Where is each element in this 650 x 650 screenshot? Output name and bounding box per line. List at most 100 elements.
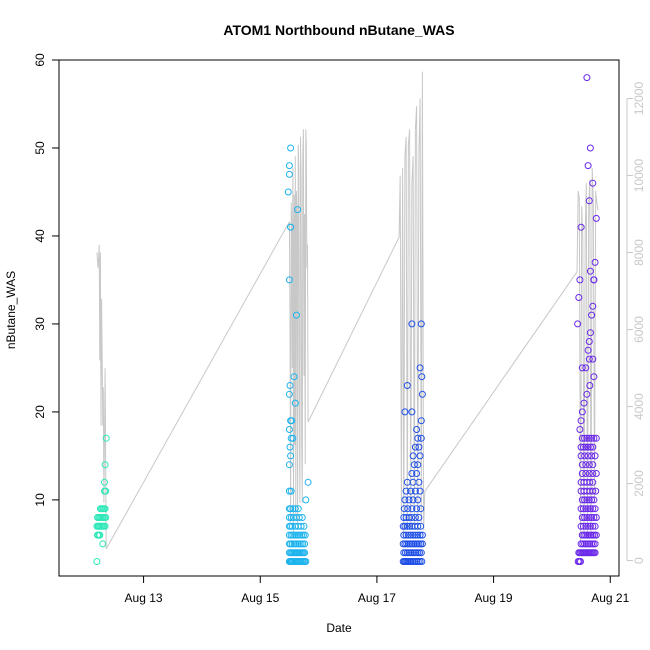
data-point [590, 514, 598, 521]
data-point [583, 514, 591, 521]
data-point [102, 487, 110, 495]
data-point [304, 478, 312, 486]
data-point [574, 320, 582, 328]
points-layer [93, 74, 600, 565]
data-point [584, 346, 592, 354]
data-point [301, 549, 309, 557]
data-point [592, 434, 600, 442]
data-point [408, 320, 416, 328]
data-point [589, 522, 597, 530]
data-point [416, 452, 424, 460]
data-point [582, 522, 590, 530]
data-point [581, 452, 589, 460]
data-point [411, 443, 419, 451]
data-point [96, 531, 104, 539]
data-point [285, 170, 293, 178]
data-point [577, 452, 585, 460]
data-point [582, 364, 590, 372]
data-point [584, 522, 592, 530]
data-point [586, 382, 594, 389]
data-point [287, 487, 295, 495]
data-point [102, 434, 110, 442]
data-point [588, 496, 596, 504]
data-point [415, 478, 423, 486]
x-axis-label: Date [326, 621, 352, 635]
data-point [414, 496, 422, 504]
data-point [586, 329, 594, 337]
data-point [577, 223, 585, 231]
data-point [581, 434, 589, 442]
data-point [589, 179, 597, 187]
data-point [588, 311, 596, 319]
y-axis-right: 0 2000 4000 6000 8000 10000 12000 [626, 81, 646, 564]
data-point [285, 461, 293, 469]
data-point [417, 505, 425, 513]
data-point [289, 505, 297, 513]
data-point [418, 558, 426, 565]
data-point [585, 355, 593, 363]
data-point [294, 505, 302, 513]
data-point [405, 496, 413, 504]
data-point [585, 461, 593, 469]
data-point [285, 426, 293, 433]
data-point [408, 470, 416, 477]
y2-tick-label: 10000 [632, 159, 646, 193]
data-point [285, 390, 293, 398]
data-point [413, 426, 421, 433]
data-point [93, 558, 101, 565]
data-point [585, 514, 593, 521]
data-point [584, 452, 592, 460]
plot-frame [58, 59, 620, 577]
data-point [409, 531, 417, 539]
data-point [285, 162, 293, 170]
data-point [101, 522, 109, 530]
data-point [404, 505, 412, 513]
data-point [579, 522, 587, 530]
data-point [588, 452, 596, 460]
data-point [589, 470, 597, 477]
data-point [417, 434, 425, 442]
data-point [592, 514, 600, 521]
data-point [101, 478, 108, 486]
data-point [582, 470, 590, 477]
y-tick-label: 40 [33, 229, 47, 243]
data-point [578, 364, 586, 372]
data-point [578, 496, 586, 504]
data-point [414, 434, 422, 442]
data-point [583, 496, 591, 504]
data-point [418, 373, 426, 381]
x-tick-label: Aug 13 [125, 591, 163, 605]
data-point [577, 417, 585, 425]
data-point [417, 320, 425, 328]
data-point [586, 443, 594, 451]
y-tick-label: 10 [33, 493, 47, 507]
data-point [590, 373, 598, 381]
data-point [414, 522, 422, 530]
data-point [410, 461, 418, 469]
data-point [289, 434, 297, 442]
x-tick-label: Aug 19 [475, 591, 513, 605]
data-point [583, 390, 591, 398]
secondary-line-segment-4 [398, 71, 426, 538]
data-point [401, 522, 409, 530]
data-point [589, 443, 597, 451]
data-point [297, 522, 305, 530]
data-point [579, 505, 587, 513]
data-point [582, 461, 590, 469]
data-point [589, 461, 597, 469]
y-tick-label: 20 [33, 405, 47, 419]
data-point [302, 558, 310, 565]
data-point [295, 514, 303, 521]
secondary-line-segment-0 [96, 244, 107, 550]
data-point [413, 505, 421, 513]
data-point [586, 522, 594, 530]
secondary-line-segment-3 [307, 236, 400, 423]
data-point [288, 417, 296, 425]
data-point [576, 276, 584, 284]
data-point [589, 505, 597, 513]
x-tick-label: Aug 15 [241, 591, 279, 605]
data-point [407, 487, 415, 495]
data-point [301, 531, 309, 539]
